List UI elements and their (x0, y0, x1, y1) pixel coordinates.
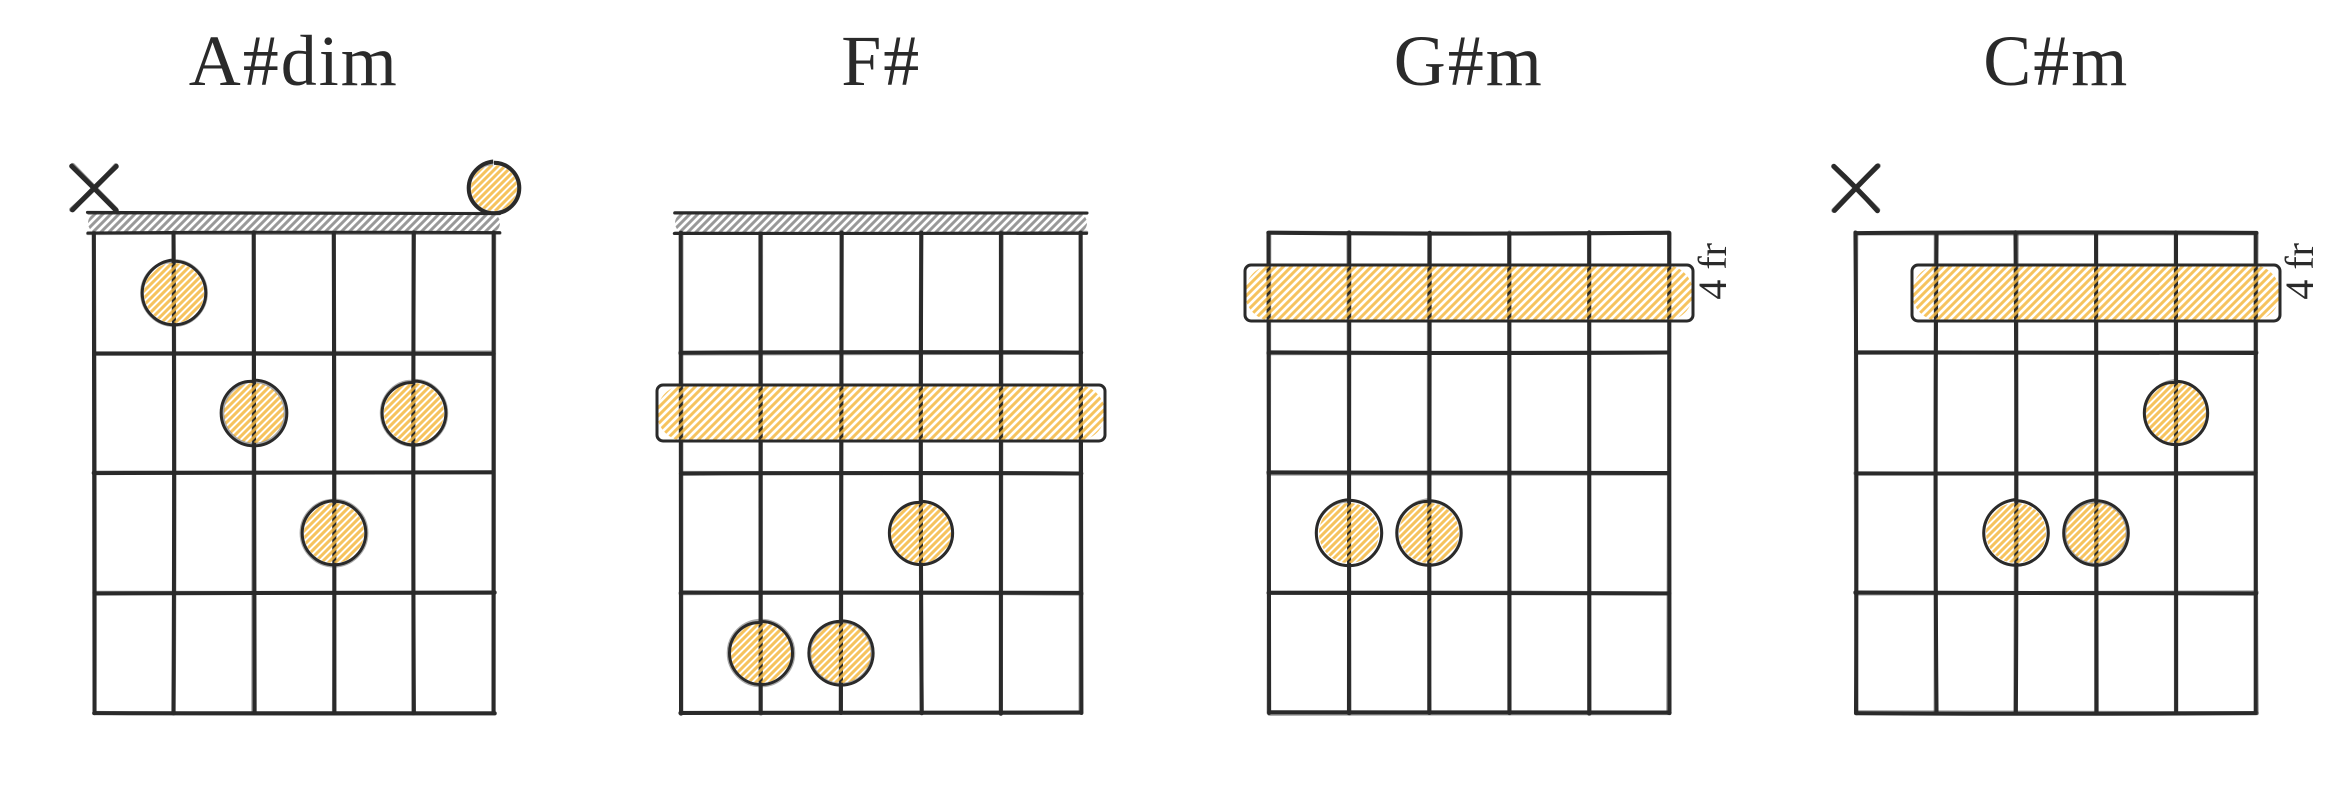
chord-diagram-1: A#dim (24, 20, 564, 763)
chord-svg (621, 143, 1141, 763)
fret-position-label: 4 fr (1689, 243, 1736, 300)
chord-svg (34, 143, 554, 763)
chord-name-label: C#m (1983, 20, 2129, 103)
chord-diagram-2: F# (611, 20, 1151, 763)
chord-name-label: A#dim (189, 20, 399, 103)
chord-grid (34, 143, 554, 763)
chord-grid: 4 fr (1796, 143, 2316, 763)
fret-position-label: 4 fr (2276, 243, 2323, 300)
chord-diagram-3: G#m 4 fr (1199, 20, 1739, 763)
chord-grid (621, 143, 1141, 763)
chord-name-label: F# (841, 20, 921, 103)
chord-svg (1209, 143, 1729, 763)
chord-name-label: G#m (1394, 20, 1544, 103)
chord-diagram-4: C#m 4 fr (1786, 20, 2326, 763)
chord-svg (1796, 143, 2316, 763)
chord-grid: 4 fr (1209, 143, 1729, 763)
